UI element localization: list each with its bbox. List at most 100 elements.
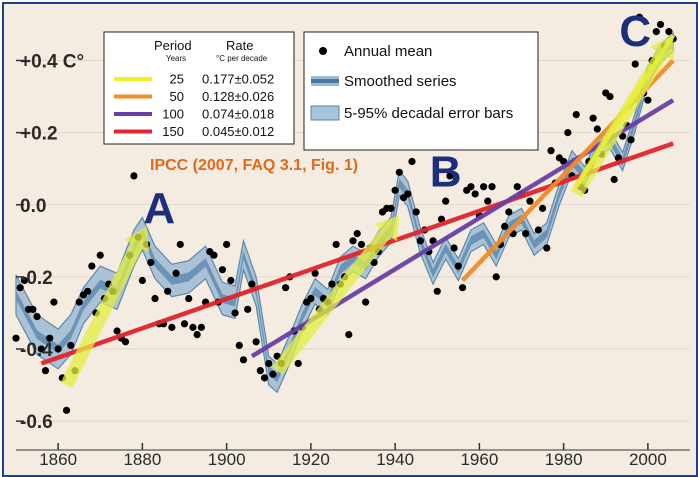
annual-point (172, 269, 180, 277)
annual-point (644, 96, 652, 104)
trend-table-period-150: 150 (162, 124, 184, 139)
annual-point (484, 197, 492, 205)
annual-point (252, 338, 260, 346)
annual-point (185, 294, 193, 303)
annual-point (180, 320, 189, 328)
annual-point (631, 60, 639, 68)
annual-point (349, 237, 357, 245)
temperature-chart: 1860 1880 1900 1920 1940 1960 1980 2000 +0.4 C° +… (12, 7, 690, 469)
trend-line-150 (40, 141, 674, 366)
trend-table-period-sub: Years (166, 54, 186, 63)
annual-point (332, 240, 340, 249)
annual-point (513, 183, 521, 191)
annotation-A: A (143, 184, 175, 233)
annual-point (265, 359, 273, 368)
annual-point (151, 294, 159, 303)
annual-point (589, 114, 597, 122)
annual-point (113, 327, 121, 335)
trend-arrow-head (374, 215, 400, 242)
trend-table-rate-sub: °C per decade (216, 54, 268, 63)
annual-point (454, 262, 462, 270)
x-tick-label-1980: 1980 (545, 450, 583, 469)
annual-point (37, 345, 45, 353)
annual-point (522, 230, 530, 238)
legend-error-bars: 5-95% decadal error bars (344, 105, 513, 122)
annual-point (176, 240, 184, 249)
annual-point (534, 226, 542, 234)
annual-point (231, 309, 239, 317)
annual-point (572, 110, 580, 119)
annual-point (362, 298, 370, 306)
annual-point (408, 157, 416, 166)
annual-point (147, 258, 155, 267)
trend-table-rate-50: 0.128±0.026 (202, 89, 274, 104)
y-tick-label-3: -0.2 (20, 268, 53, 289)
legend-annual-mean: Annual mean (344, 43, 432, 60)
trend-table-period-25: 25 (170, 72, 184, 87)
annual-point (248, 280, 256, 288)
annual-point (269, 370, 277, 378)
annual-point (62, 406, 71, 414)
annual-point (197, 323, 205, 331)
annual-point (88, 262, 96, 270)
annual-point (505, 208, 513, 216)
y-tick-label-2: 0.0 (20, 196, 46, 217)
annual-point (46, 334, 54, 342)
trend-table-rate-25: 0.177±0.052 (202, 72, 274, 87)
annual-point (391, 186, 399, 194)
source-label: IPCC (2007, FAQ 3.1, Fig. 1) (150, 157, 358, 174)
annual-point (538, 204, 547, 212)
annual-point (593, 125, 601, 133)
annual-point (20, 276, 29, 285)
annual-point (168, 323, 176, 331)
annual-point (96, 251, 104, 259)
annual-point (12, 334, 20, 342)
y-tick-label-0: +0.4 C° (20, 51, 84, 72)
annual-point (446, 172, 454, 180)
trend-table: Period Rate Years °C per decade 25 0.177±… (103, 31, 295, 145)
annual-point (164, 287, 172, 295)
annual-point (526, 197, 534, 205)
annual-point (282, 284, 290, 292)
annual-point (543, 244, 551, 252)
annual-point (404, 190, 412, 198)
trend-arrow-0 (60, 226, 150, 389)
annual-point (294, 359, 302, 368)
trend-table-rate-header: Rate (226, 38, 253, 53)
annual-point (547, 147, 555, 155)
annual-point (54, 345, 62, 353)
y-tick-label-4: -0.4 (20, 340, 53, 361)
annual-point (256, 367, 264, 375)
annual-point (328, 280, 336, 288)
annual-point (479, 183, 488, 191)
annual-point (433, 287, 441, 295)
x-tick-label-1960: 1960 (460, 450, 498, 469)
annual-point (412, 208, 420, 216)
annotation-C: C (619, 7, 651, 56)
annual-point (370, 258, 378, 267)
trend-arrow-shaft (570, 50, 668, 198)
x-tick-label-1900: 1900 (208, 450, 246, 469)
trend-table-period-50: 50 (170, 89, 184, 104)
annual-point (387, 204, 395, 212)
annual-point (665, 28, 673, 36)
annual-point (33, 312, 41, 321)
annual-point (235, 341, 243, 350)
x-tick-label-1880: 1880 (123, 450, 161, 469)
trend-arrow-2 (570, 35, 674, 198)
annual-point (488, 183, 496, 191)
annual-point (84, 287, 92, 295)
legend-dot-icon (319, 47, 327, 55)
trend-arrow-head (124, 226, 150, 253)
x-tick-label-2000: 2000 (629, 450, 667, 469)
annual-point (458, 284, 467, 292)
annual-point (610, 175, 618, 184)
x-tick-label-1860: 1860 (39, 450, 77, 469)
annual-point (606, 92, 614, 101)
annual-point (395, 168, 403, 176)
annual-point (138, 276, 146, 285)
annual-point (656, 20, 665, 29)
annual-point (564, 129, 572, 137)
annual-point (67, 341, 75, 350)
annual-point (130, 172, 138, 180)
